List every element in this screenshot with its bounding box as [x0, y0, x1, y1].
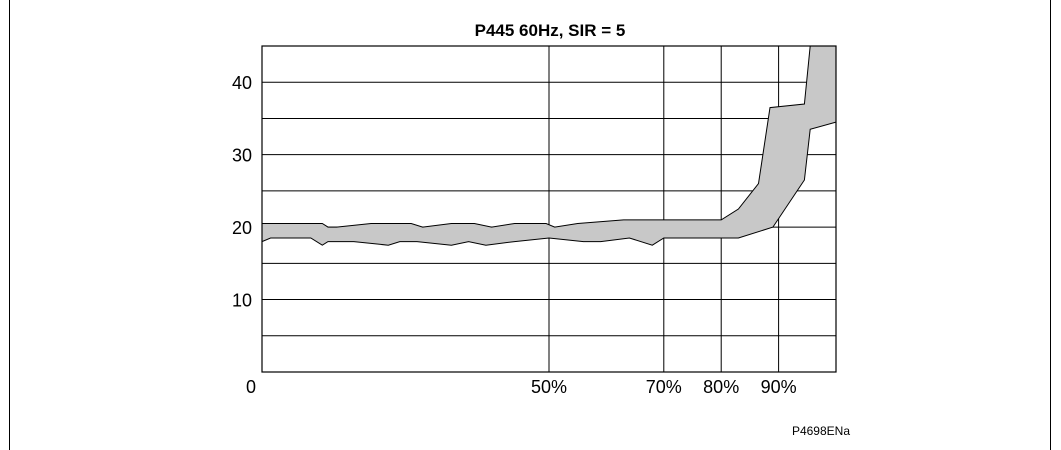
y-tick-label: 40 — [232, 73, 252, 93]
chart-title: P445 60Hz, SIR = 5 — [475, 21, 626, 40]
x-tick-label: 90% — [761, 377, 797, 397]
x-tick-label: 80% — [703, 377, 739, 397]
x-tick-label: 70% — [646, 377, 682, 397]
frame-left-border — [9, 0, 10, 450]
x-origin-label: 0 — [246, 377, 256, 397]
y-tick-label: 20 — [232, 218, 252, 238]
y-tick-label: 10 — [232, 291, 252, 311]
figure-id: P4698ENa — [792, 424, 850, 438]
frame-right-border — [1050, 0, 1051, 450]
y-tick-label: 30 — [232, 146, 252, 166]
plot-border — [261, 45, 837, 373]
axis-labels: 10 20 30 40 0 50% 70% 80% 90% — [232, 73, 797, 397]
x-tick-label: 50% — [531, 377, 567, 397]
